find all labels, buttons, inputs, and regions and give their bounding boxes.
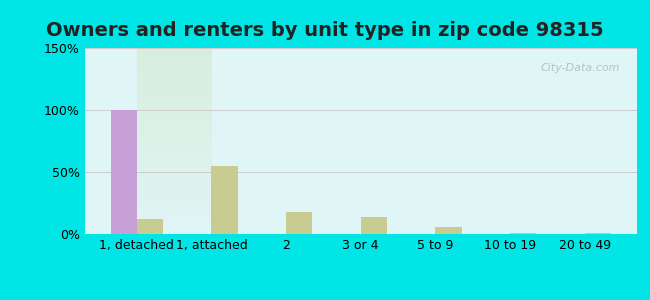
Text: City-Data.com: City-Data.com: [541, 63, 620, 73]
Bar: [211, 166, 237, 234]
Bar: [585, 233, 611, 234]
Text: Owners and renters by unit type in zip code 98315: Owners and renters by unit type in zip c…: [46, 21, 604, 40]
Bar: [136, 219, 163, 234]
Bar: [436, 226, 461, 234]
Bar: [361, 217, 387, 234]
Bar: [111, 110, 136, 234]
Bar: [510, 233, 536, 234]
Bar: [286, 212, 312, 234]
